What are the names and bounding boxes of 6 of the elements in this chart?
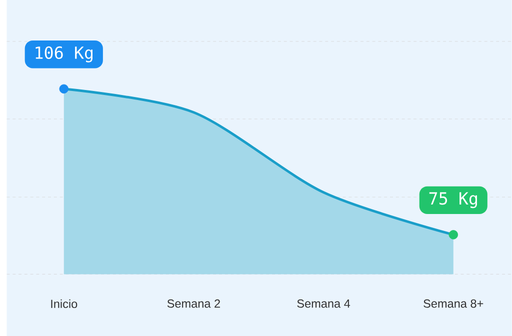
x-tick-label: Semana 8+ (424, 299, 484, 308)
x-tick-label: Semana 4 (297, 299, 350, 308)
data-label: 106 Kg (36, 46, 93, 62)
data-label: 75 Kg (429, 192, 477, 208)
x-tick-label: Semana 2 (167, 299, 220, 308)
x-tick-label: Inicio (51, 299, 78, 308)
